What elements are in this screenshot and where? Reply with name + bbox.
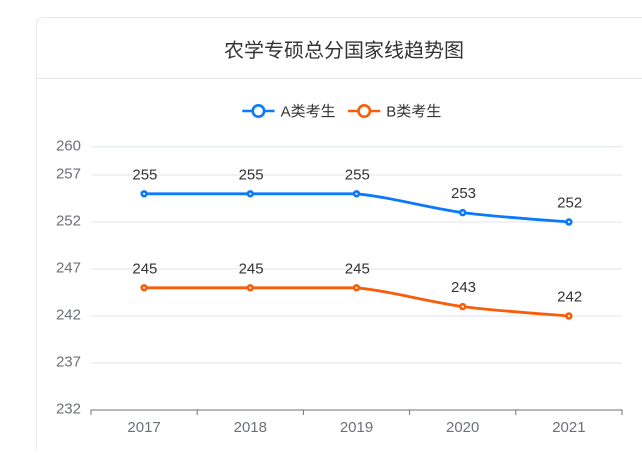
svg-text:257: 257	[56, 166, 81, 183]
svg-text:253: 253	[451, 185, 476, 202]
svg-text:232: 232	[56, 401, 81, 418]
svg-text:2020: 2020	[446, 419, 479, 436]
svg-text:237: 237	[56, 354, 81, 371]
svg-text:B: B	[386, 103, 396, 120]
svg-text:2021: 2021	[552, 419, 585, 436]
svg-text:252: 252	[56, 213, 81, 230]
svg-text:2019: 2019	[340, 419, 373, 436]
svg-text:245: 245	[345, 260, 370, 277]
svg-text:2017: 2017	[127, 419, 160, 436]
svg-text:255: 255	[132, 166, 157, 183]
svg-text:260: 260	[56, 138, 81, 155]
svg-text:A: A	[281, 103, 291, 120]
svg-text:247: 247	[56, 260, 81, 277]
svg-text:243: 243	[451, 279, 476, 296]
svg-text:252: 252	[557, 195, 582, 212]
svg-text:255: 255	[239, 166, 264, 183]
svg-text:242: 242	[557, 289, 582, 306]
svg-text:242: 242	[56, 307, 81, 324]
svg-text:2018: 2018	[234, 419, 267, 436]
svg-text:245: 245	[132, 260, 157, 277]
svg-text:255: 255	[345, 166, 370, 183]
svg-text:245: 245	[239, 260, 264, 277]
